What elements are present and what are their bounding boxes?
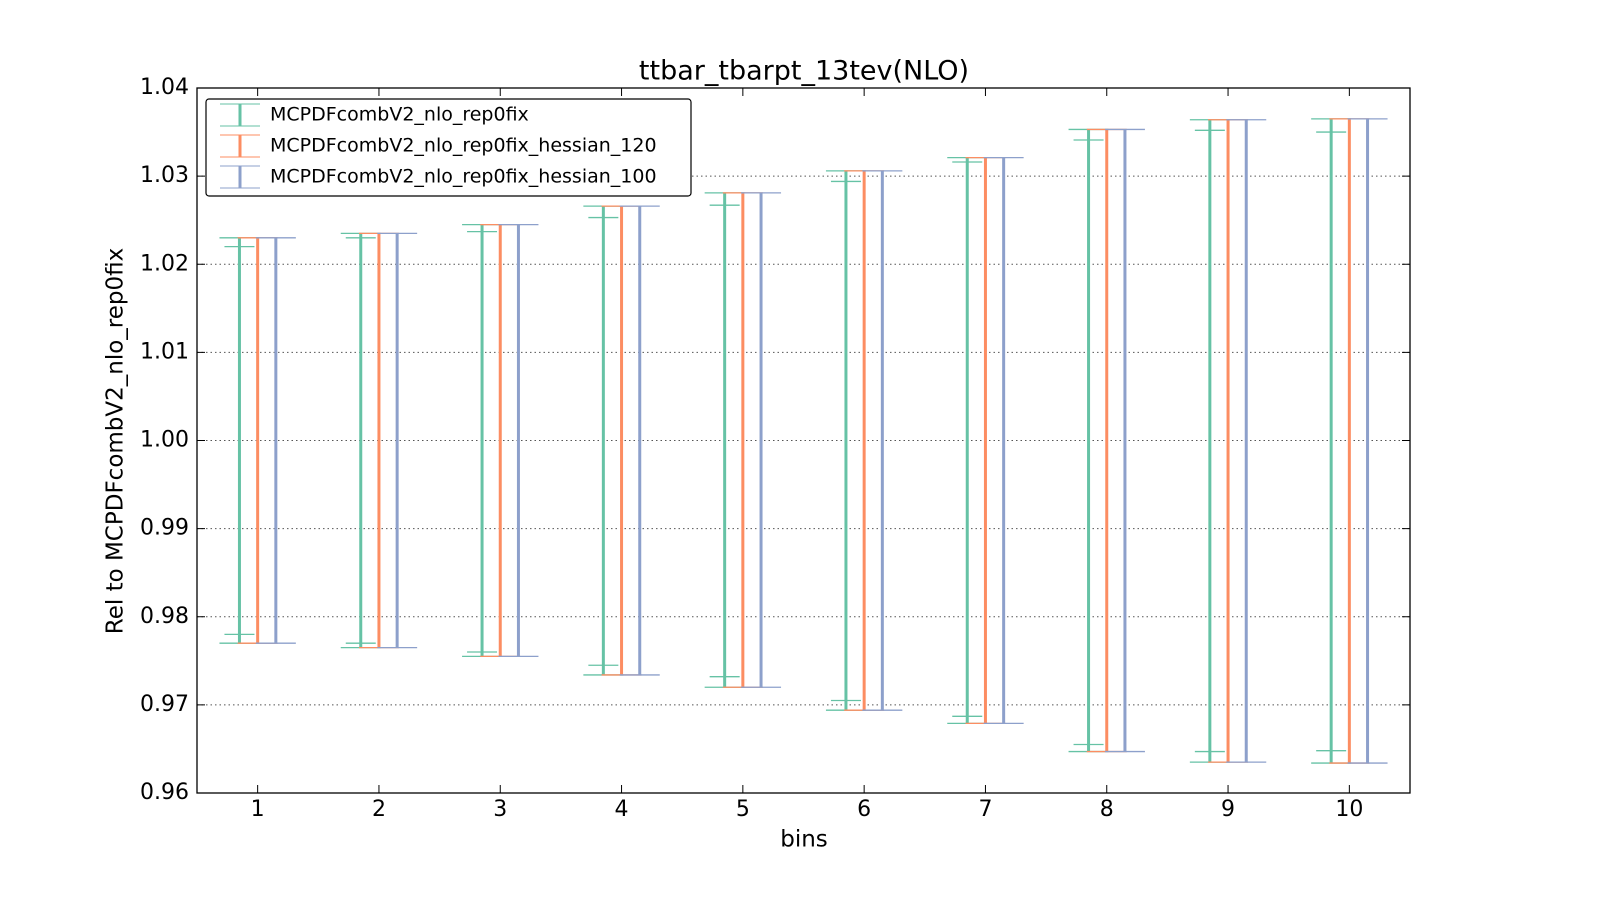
y-tick-label: 1.02 [140, 251, 189, 276]
chart-title: ttbar_tbarpt_13tev(NLO) [639, 56, 969, 87]
x-tick-label: 5 [736, 797, 750, 822]
x-tick-label: 1 [251, 797, 265, 822]
x-tick-label: 8 [1100, 797, 1114, 822]
x-tick-label: 3 [493, 797, 507, 822]
x-tick-label: 7 [978, 797, 992, 822]
y-tick-label: 1.01 [140, 339, 189, 364]
y-tick-label: 1.03 [140, 163, 189, 188]
y-tick-label: 0.96 [140, 780, 189, 805]
legend-box [205, 98, 692, 197]
plot-frame [196, 87, 1411, 794]
x-tick-label: 9 [1221, 797, 1235, 822]
x-tick-label: 6 [857, 797, 871, 822]
y-tick-label: 1.00 [140, 428, 189, 453]
legend-label: MCPDFcombV2_nlo_rep0fix_hessian_100 [270, 166, 657, 188]
y-tick-label: 0.98 [140, 604, 189, 629]
y-tick-label: 0.99 [140, 516, 189, 541]
x-axis-label: bins [780, 827, 828, 853]
x-tick-label: 4 [615, 797, 629, 822]
legend-label: MCPDFcombV2_nlo_rep0fix [270, 104, 529, 126]
legend-label: MCPDFcombV2_nlo_rep0fix_hessian_120 [270, 135, 657, 157]
y-tick-label: 0.97 [140, 692, 189, 717]
x-tick-label: 2 [372, 797, 386, 822]
y-tick-label: 1.04 [140, 75, 189, 100]
x-tick-label: 10 [1335, 797, 1363, 822]
y-axis-label: Rel to MCPDFcombV2_nlo_rep0fix [103, 248, 129, 634]
